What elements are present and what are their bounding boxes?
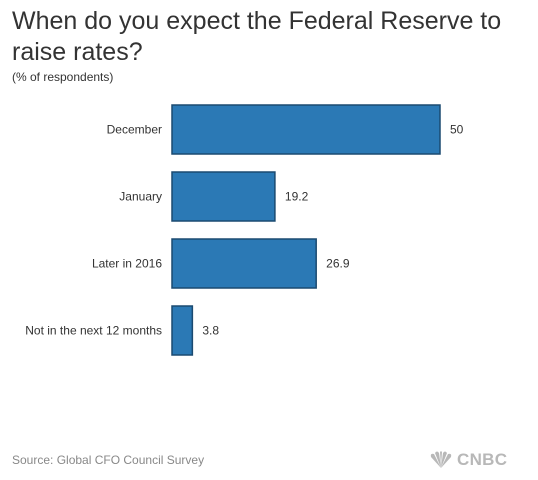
value-label: 50 (450, 123, 464, 137)
bar (171, 238, 317, 289)
bar (171, 171, 276, 222)
peacock-icon (430, 451, 452, 468)
value-label: 26.9 (326, 257, 350, 271)
category-label: December (107, 123, 162, 137)
bar (171, 104, 441, 155)
category-label: Not in the next 12 months (25, 324, 162, 338)
category-label: Later in 2016 (92, 257, 162, 271)
source-note: Source: Global CFO Council Survey (12, 453, 205, 467)
value-label: 3.8 (202, 324, 219, 338)
chart-title: When do you expect the Federal Reserve t… (12, 7, 502, 66)
value-label: 19.2 (285, 190, 309, 204)
category-label: January (119, 190, 162, 204)
chart-subtitle: (% of respondents) (12, 70, 114, 84)
bar (171, 305, 194, 356)
logo-wordmark: CNBC (457, 450, 508, 469)
cnbc-logo: CNBC (428, 450, 528, 470)
